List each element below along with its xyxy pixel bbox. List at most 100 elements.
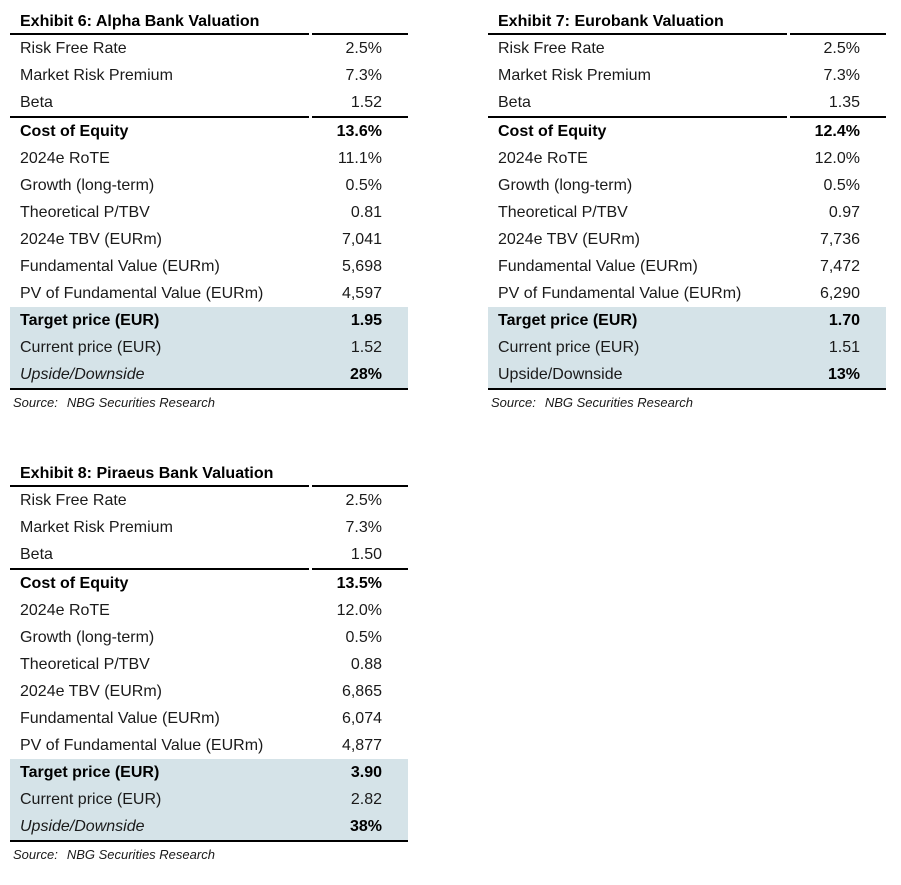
row-value: 7,472 xyxy=(819,258,860,275)
table-row: Market Risk Premium 7.3% xyxy=(10,62,408,89)
row-label: Target price (EUR) xyxy=(498,312,638,329)
row-label: 2024e TBV (EURm) xyxy=(20,231,162,248)
row-label: 2024e TBV (EURm) xyxy=(20,683,162,700)
row-value: 7.3% xyxy=(345,519,382,536)
table-row: Beta 1.50 xyxy=(10,541,408,570)
row-label: Fundamental Value (EURm) xyxy=(20,710,220,727)
row-value: 13.5% xyxy=(336,575,382,592)
table-row: Cost of Equity 13.5% xyxy=(10,570,408,597)
row-label: Theoretical P/TBV xyxy=(498,204,628,221)
table-row: Growth (long-term) 0.5% xyxy=(488,172,886,199)
table-row: Current price (EUR) 1.52 xyxy=(10,334,408,361)
table-row: Target price (EUR) 1.95 xyxy=(10,307,408,334)
row-label: Cost of Equity xyxy=(20,123,129,140)
row-value: 1.50 xyxy=(312,541,408,570)
table-row: Risk Free Rate 2.5% xyxy=(10,487,408,514)
table-row: Growth (long-term) 0.5% xyxy=(10,172,408,199)
source-line: Source: NBG Securities Research xyxy=(488,395,886,410)
table-row: Theoretical P/TBV 0.97 xyxy=(488,199,886,226)
valuation-table: Risk Free Rate 2.5% Market Risk Premium … xyxy=(10,35,408,390)
row-label: Cost of Equity xyxy=(498,123,607,140)
row-label: PV of Fundamental Value (EURm) xyxy=(20,285,264,302)
row-label: 2024e RoTE xyxy=(498,150,588,167)
table-row: Beta 1.52 xyxy=(10,89,408,118)
row-label: Cost of Equity xyxy=(20,575,129,592)
row-label: Beta xyxy=(10,89,309,118)
row-label: Upside/Downside xyxy=(20,366,145,383)
row-value: 0.88 xyxy=(350,656,382,673)
row-label: Current price (EUR) xyxy=(20,791,162,808)
exhibit-title-spacer xyxy=(312,465,408,487)
table-row: 2024e TBV (EURm) 7,736 xyxy=(488,226,886,253)
table-row: Fundamental Value (EURm) 7,472 xyxy=(488,253,886,280)
source-text: NBG Securities Research xyxy=(544,395,693,410)
row-value: 6,290 xyxy=(819,285,860,302)
table-row: Upside/Downside 38% xyxy=(10,813,408,842)
table-row: Risk Free Rate 2.5% xyxy=(488,35,886,62)
source-line: Source: NBG Securities Research xyxy=(10,847,408,862)
row-label: Fundamental Value (EURm) xyxy=(498,258,698,275)
table-row: Current price (EUR) 2.82 xyxy=(10,786,408,813)
row-label: PV of Fundamental Value (EURm) xyxy=(498,285,742,302)
table-row: PV of Fundamental Value (EURm) 4,877 xyxy=(10,732,408,759)
row-value: 1.35 xyxy=(790,89,886,118)
row-value: 2.5% xyxy=(345,492,382,509)
row-value: 1.51 xyxy=(828,339,860,356)
source-label: Source: xyxy=(13,847,58,862)
table-row: Theoretical P/TBV 0.88 xyxy=(10,651,408,678)
row-value: 13% xyxy=(827,366,860,383)
row-value: 6,074 xyxy=(341,710,382,727)
table-row: Risk Free Rate 2.5% xyxy=(10,35,408,62)
valuation-table: Risk Free Rate 2.5% Market Risk Premium … xyxy=(488,35,886,390)
exhibit-title: Exhibit 7: Eurobank Valuation xyxy=(488,13,787,35)
table-row: Cost of Equity 13.6% xyxy=(10,118,408,145)
row-value: 5,698 xyxy=(341,258,382,275)
row-label: Target price (EUR) xyxy=(20,312,160,329)
table-row: Growth (long-term) 0.5% xyxy=(10,624,408,651)
exhibit-title: Exhibit 6: Alpha Bank Valuation xyxy=(10,13,309,35)
row-value: 0.5% xyxy=(345,629,382,646)
row-label: Risk Free Rate xyxy=(498,40,605,57)
row-label: Risk Free Rate xyxy=(20,40,127,57)
row-label: Beta xyxy=(10,541,309,570)
row-label: 2024e TBV (EURm) xyxy=(498,231,640,248)
row-value: 6,865 xyxy=(341,683,382,700)
source-line: Source: NBG Securities Research xyxy=(10,395,408,410)
row-value: 1.70 xyxy=(828,312,860,329)
row-value: 38% xyxy=(349,818,382,835)
table-row: Upside/Downside 13% xyxy=(488,361,886,390)
table-row: 2024e RoTE 12.0% xyxy=(10,597,408,624)
row-value: 2.5% xyxy=(823,40,860,57)
row-label: Current price (EUR) xyxy=(498,339,640,356)
row-value: 1.52 xyxy=(312,89,408,118)
row-value: 1.52 xyxy=(350,339,382,356)
exhibit-header: Exhibit 6: Alpha Bank Valuation xyxy=(10,13,408,35)
row-value: 1.95 xyxy=(350,312,382,329)
table-row: Target price (EUR) 1.70 xyxy=(488,307,886,334)
row-label: Theoretical P/TBV xyxy=(20,656,150,673)
row-label: Growth (long-term) xyxy=(498,177,633,194)
exhibit-title: Exhibit 8: Piraeus Bank Valuation xyxy=(10,465,309,487)
table-row: Target price (EUR) 3.90 xyxy=(10,759,408,786)
row-value: 12.0% xyxy=(336,602,382,619)
row-value: 11.1% xyxy=(337,150,382,167)
table-row: PV of Fundamental Value (EURm) 4,597 xyxy=(10,280,408,307)
row-label: Theoretical P/TBV xyxy=(20,204,150,221)
source-text: NBG Securities Research xyxy=(66,847,215,862)
table-row: 2024e RoTE 12.0% xyxy=(488,145,886,172)
exhibit-header: Exhibit 8: Piraeus Bank Valuation xyxy=(10,465,408,487)
source-label: Source: xyxy=(13,395,58,410)
source-text: NBG Securities Research xyxy=(66,395,215,410)
table-row: 2024e TBV (EURm) 7,041 xyxy=(10,226,408,253)
table-row: 2024e RoTE 11.1% xyxy=(10,145,408,172)
row-label: Fundamental Value (EURm) xyxy=(20,258,220,275)
row-value: 0.5% xyxy=(345,177,382,194)
row-label: 2024e RoTE xyxy=(20,150,110,167)
row-value: 7.3% xyxy=(345,67,382,84)
row-label: PV of Fundamental Value (EURm) xyxy=(20,737,264,754)
table-row: Upside/Downside 28% xyxy=(10,361,408,390)
table-row: PV of Fundamental Value (EURm) 6,290 xyxy=(488,280,886,307)
table-row: Theoretical P/TBV 0.81 xyxy=(10,199,408,226)
source-label: Source: xyxy=(491,395,536,410)
exhibit-title-spacer xyxy=(790,13,886,35)
